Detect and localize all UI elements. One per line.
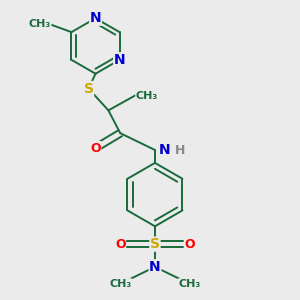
Text: CH₃: CH₃ [136, 91, 158, 100]
Text: O: O [90, 142, 101, 154]
Text: CH₃: CH₃ [29, 19, 51, 29]
Text: O: O [115, 238, 126, 250]
Text: N: N [114, 53, 125, 67]
Text: O: O [184, 238, 195, 250]
Text: S: S [150, 237, 160, 251]
Text: H: H [175, 143, 185, 157]
Text: N: N [90, 11, 101, 25]
Text: N: N [149, 260, 161, 274]
Text: N: N [159, 143, 171, 157]
Text: CH₃: CH₃ [109, 279, 131, 289]
Text: CH₃: CH₃ [178, 279, 201, 289]
Text: S: S [84, 82, 94, 96]
